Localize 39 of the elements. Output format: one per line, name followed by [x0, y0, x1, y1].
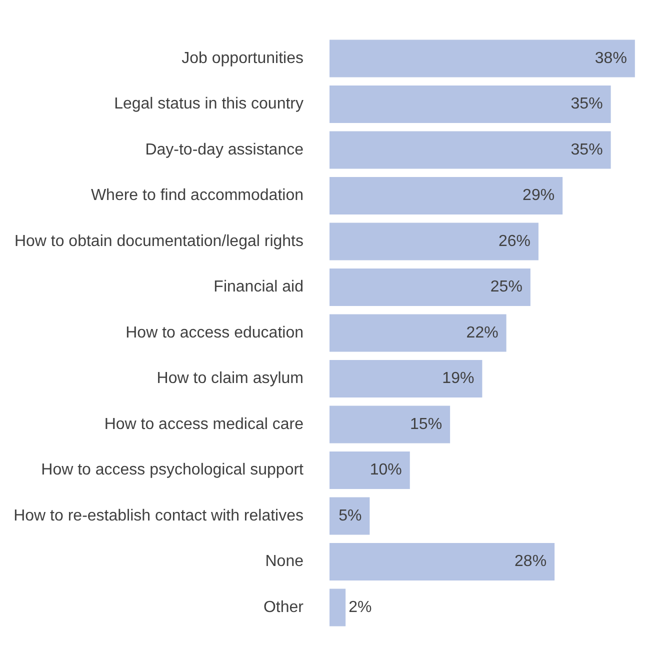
y-tick-label: Where to find accommodation: [90, 187, 304, 204]
data-label: 29%: [522, 187, 555, 204]
y-tick-label: None: [265, 553, 304, 570]
y-tick-label: How to claim asylum: [156, 370, 304, 388]
bar: [330, 176, 563, 214]
bar: [330, 452, 410, 490]
bar: [330, 360, 482, 398]
bar: [330, 588, 346, 626]
data-label: 38%: [594, 50, 627, 67]
y-tick-label: Day-to-day assistance: [145, 141, 304, 158]
data-label: 26%: [498, 232, 530, 250]
data-label: 35%: [570, 141, 603, 158]
data-label: 5%: [338, 507, 362, 524]
bar: [330, 543, 555, 581]
data-label: 2%: [348, 598, 372, 616]
y-tick-label: How to access education: [126, 324, 304, 342]
y-tick-label: Other: [263, 598, 304, 616]
bar: [330, 40, 635, 78]
data-label: 25%: [490, 278, 522, 296]
data-label: 15%: [410, 416, 442, 433]
data-label: 28%: [514, 553, 547, 570]
y-tick-label: Legal status in this country: [114, 96, 304, 113]
bar: [330, 406, 450, 444]
data-label: 10%: [370, 462, 402, 479]
bar: [330, 85, 611, 123]
bar: [330, 497, 370, 535]
y-tick-label: Financial aid: [214, 278, 304, 296]
y-tick-label: Job opportunities: [182, 50, 304, 67]
y-tick-label: How to access medical care: [104, 416, 304, 433]
bar: [330, 222, 538, 260]
y-tick-label: How to obtain documentation/legal rights: [14, 232, 304, 250]
data-label: 19%: [442, 370, 474, 388]
y-tick-label: How to access psychological support: [41, 462, 304, 479]
bar: [330, 131, 611, 169]
y-tick-label: How to re-establish contact with relatives: [14, 507, 304, 524]
data-label: 35%: [570, 96, 603, 113]
bar: [330, 314, 506, 352]
bar: [330, 268, 530, 306]
data-label: 22%: [466, 324, 498, 342]
